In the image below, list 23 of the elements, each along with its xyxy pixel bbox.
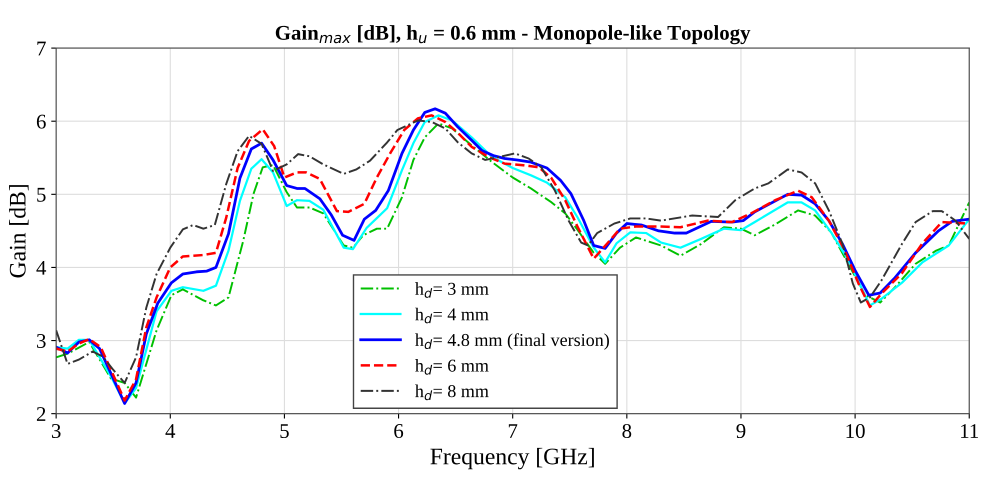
y-tick-label: 2: [36, 407, 46, 421]
legend-label: h$_{d}$= 4.8 mm (final version): [415, 333, 609, 350]
x-tick-label: 11: [961, 424, 978, 438]
x-tick-label: 6: [394, 424, 404, 438]
x-tick-label: 10: [846, 424, 865, 438]
chart-title: Gain$_{max}$ [dB], h$_{u}$ = 0.6 mm - Monopole-like Topology: [276, 25, 750, 44]
legend-label: h$_{d}$= 8 mm: [415, 384, 489, 400]
y-tick-label: 5: [37, 188, 46, 202]
x-tick-label: 7: [508, 424, 518, 438]
x-tick-label: 5: [280, 424, 289, 438]
y-tick-label: 4: [36, 260, 46, 275]
x-axis-title: Frequency [GHz]: [430, 448, 594, 470]
x-tick-label: 9: [736, 424, 746, 438]
legend-label: h$_{d}$= 4 mm: [415, 308, 489, 324]
x-tick-label: 3: [52, 424, 61, 438]
legend-label: h$_{d}$= 6 mm: [415, 359, 489, 375]
y-tick-label: 7: [37, 42, 46, 56]
y-axis-title: Gain [dB]: [9, 185, 29, 278]
x-tick-label: 4: [165, 424, 176, 438]
y-tick-label: 3: [37, 334, 46, 348]
y-tick-label: 6: [36, 114, 46, 129]
x-tick-label: 8: [622, 424, 632, 438]
legend-label: h$_{d}$= 3 mm: [415, 282, 489, 298]
